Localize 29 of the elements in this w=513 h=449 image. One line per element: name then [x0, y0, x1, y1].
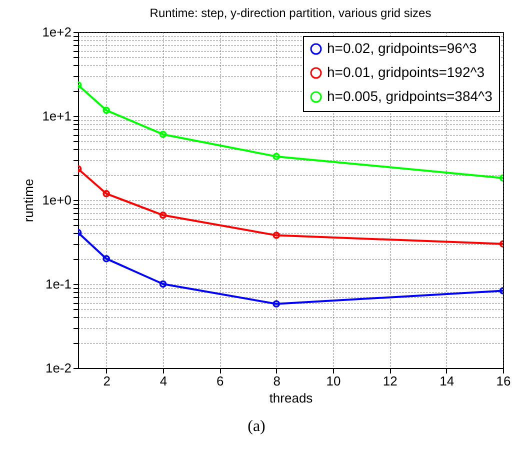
x-tick-label: 2: [103, 374, 110, 388]
point: [272, 152, 280, 160]
x-tick-label: 6: [216, 374, 224, 388]
point: [159, 130, 167, 138]
point: [102, 255, 110, 262]
point: [159, 280, 167, 288]
y-tick-label: 1e+1: [42, 108, 72, 124]
y-tick-label: 1e-1: [45, 276, 72, 292]
y-tick-label: 1e-2: [45, 360, 72, 376]
chart-title: Runtime: step, y-direction partition, various grid sizes: [150, 6, 432, 20]
legend-label: h=0.005, gridpoints=384^3: [327, 88, 493, 104]
x-tick-label: 16: [496, 374, 511, 388]
point: [102, 106, 110, 114]
point: [102, 190, 110, 198]
x-tick-label: 8: [273, 374, 280, 388]
legend-label: h=0.01, gridpoints=192^3: [327, 64, 485, 80]
x-axis-title: threads: [269, 390, 314, 406]
y-axis-title: runtime: [21, 178, 36, 222]
y-tick-label: 1e+0: [42, 192, 72, 208]
point: [272, 300, 280, 308]
point: [159, 212, 167, 219]
x-tick-label: 12: [382, 374, 398, 388]
x-tick-label: 4: [160, 374, 168, 388]
x-tick-label: 10: [326, 374, 341, 388]
text: (a): [246, 418, 266, 436]
y-tick-label: 1e+2: [42, 24, 72, 40]
point: [272, 232, 280, 239]
x-tick-label: 14: [440, 374, 454, 388]
legend-label: h=0.02, gridpoints=96^3: [327, 40, 478, 56]
